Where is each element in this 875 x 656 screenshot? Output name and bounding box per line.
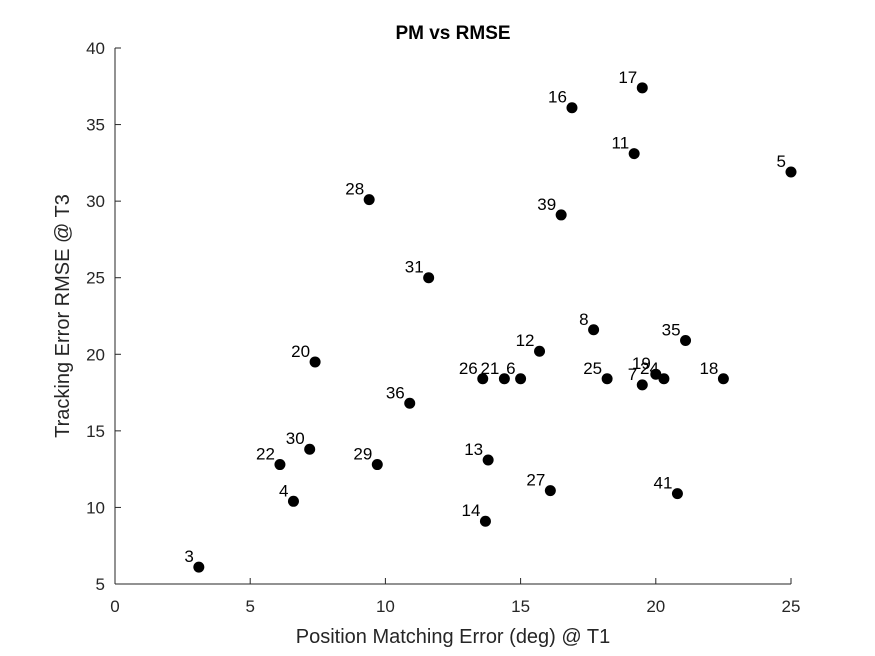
plot-area bbox=[114, 48, 791, 585]
y-axis-ticks: 5 10 15 20 25 30 35 40 bbox=[86, 39, 121, 594]
data-point bbox=[601, 373, 613, 385]
data-point bbox=[566, 102, 578, 114]
data-point bbox=[477, 373, 489, 385]
data-point-label: 24 bbox=[640, 359, 659, 378]
data-point bbox=[498, 373, 510, 385]
data-point-label: 29 bbox=[353, 445, 372, 464]
y-tick-label: 15 bbox=[86, 422, 105, 441]
data-point-label: 39 bbox=[537, 195, 556, 214]
data-point-label: 21 bbox=[480, 359, 499, 378]
data-point bbox=[636, 379, 648, 391]
data-point-label: 12 bbox=[516, 331, 535, 350]
data-point-label: 25 bbox=[583, 359, 602, 378]
data-point-label: 5 bbox=[777, 152, 786, 171]
data-point bbox=[193, 561, 205, 573]
data-point bbox=[650, 368, 662, 380]
data-point bbox=[628, 148, 640, 160]
x-tick-label: 0 bbox=[110, 597, 119, 616]
data-point-label: 14 bbox=[462, 501, 481, 520]
data-point-label: 6 bbox=[506, 359, 515, 378]
data-point bbox=[287, 495, 299, 507]
data-point-label: 20 bbox=[291, 342, 310, 361]
data-point bbox=[274, 459, 286, 471]
chart-title: PM vs RMSE bbox=[395, 23, 510, 44]
x-axis-ticks: 0 5 10 15 20 25 bbox=[110, 578, 800, 616]
data-point-label: 28 bbox=[345, 180, 364, 199]
data-point bbox=[680, 335, 692, 347]
y-tick-label: 10 bbox=[86, 498, 105, 517]
y-tick-label: 30 bbox=[86, 192, 105, 211]
data-point-label: 17 bbox=[618, 68, 637, 87]
x-tick-label: 10 bbox=[376, 597, 395, 616]
y-tick-label: 20 bbox=[86, 345, 105, 364]
data-point bbox=[717, 373, 729, 385]
data-point-label: 22 bbox=[256, 445, 275, 464]
x-tick-label: 5 bbox=[245, 597, 254, 616]
data-point bbox=[785, 166, 797, 178]
data-point bbox=[658, 373, 670, 385]
data-point-label: 3 bbox=[184, 547, 193, 566]
data-point-label: 4 bbox=[279, 481, 288, 500]
y-tick-label: 25 bbox=[86, 269, 105, 288]
data-point-label: 8 bbox=[579, 310, 588, 329]
data-point bbox=[423, 272, 435, 284]
x-tick-label: 15 bbox=[511, 597, 530, 616]
data-point bbox=[371, 459, 383, 471]
data-point-label: 31 bbox=[405, 258, 424, 277]
y-axis-label: Tracking Error RMSE @ T3 bbox=[52, 194, 74, 438]
data-point bbox=[515, 373, 527, 385]
data-point bbox=[636, 82, 648, 94]
data-point bbox=[309, 356, 321, 368]
data-point-label: 13 bbox=[464, 440, 483, 459]
data-point bbox=[555, 209, 567, 221]
data-point bbox=[534, 345, 546, 357]
data-point bbox=[404, 397, 416, 409]
data-point-label: 16 bbox=[548, 88, 567, 107]
data-point-label: 35 bbox=[662, 321, 681, 340]
y-tick-label: 5 bbox=[96, 575, 105, 594]
data-point-label: 7 bbox=[628, 365, 637, 384]
data-point-label: 41 bbox=[654, 474, 673, 493]
data-point-label: 36 bbox=[386, 383, 405, 402]
data-point bbox=[544, 485, 556, 497]
y-tick-label: 35 bbox=[86, 116, 105, 135]
x-tick-label: 25 bbox=[782, 597, 801, 616]
data-point bbox=[304, 443, 316, 455]
data-point bbox=[363, 194, 375, 206]
y-tick-label: 40 bbox=[86, 39, 105, 58]
data-point bbox=[479, 515, 491, 527]
data-point bbox=[482, 454, 494, 466]
data-point-label: 18 bbox=[699, 359, 718, 378]
data-point-label: 26 bbox=[459, 359, 478, 378]
x-axis-label: Position Matching Error (deg) @ T1 bbox=[296, 626, 611, 648]
data-point-label: 19 bbox=[632, 354, 651, 373]
data-point-label: 27 bbox=[526, 471, 545, 490]
data-point-label: 11 bbox=[612, 134, 630, 153]
data-point bbox=[588, 324, 600, 336]
x-tick-label: 20 bbox=[646, 597, 665, 616]
data-point bbox=[671, 488, 683, 500]
data-point-label: 30 bbox=[286, 429, 305, 448]
